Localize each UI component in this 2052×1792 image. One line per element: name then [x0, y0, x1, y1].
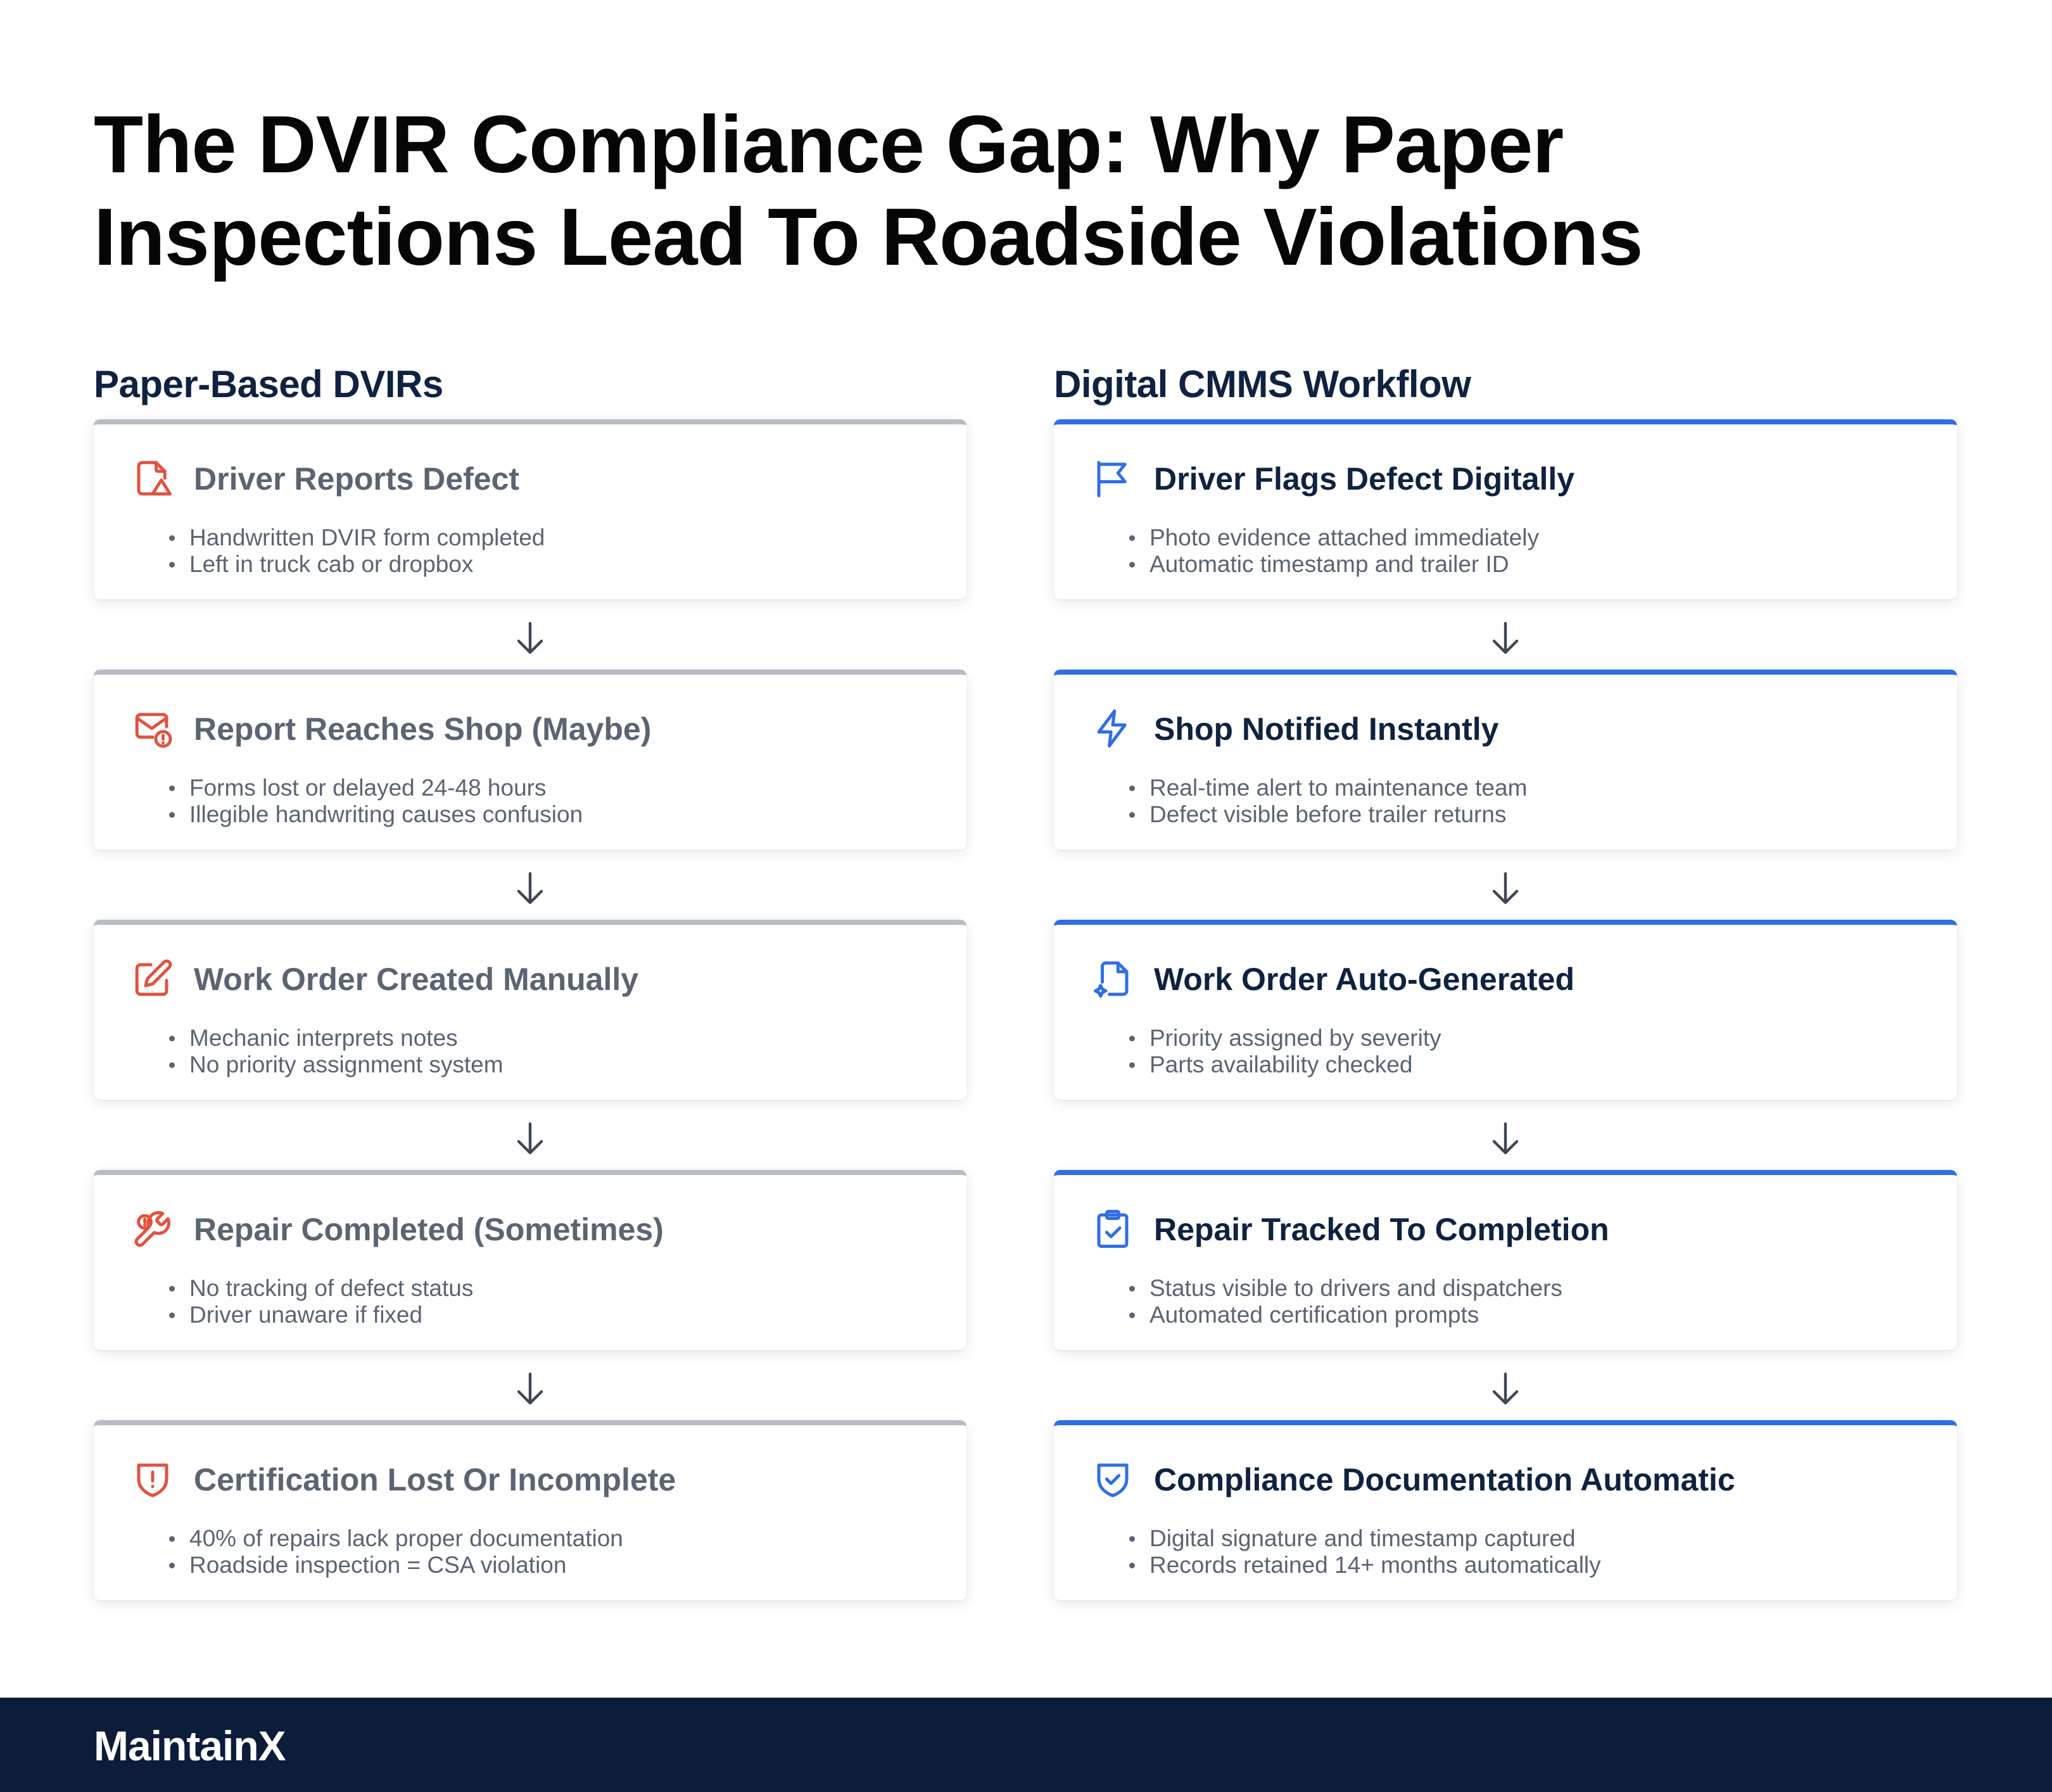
paper-step-card: Repair Completed (Sometimes) No tracking…	[94, 1170, 966, 1350]
title-line-1: The DVIR Compliance Gap: Why Paper	[94, 99, 1564, 190]
step-bullets: Digital signature and timestamp captured…	[1127, 1525, 1601, 1579]
title-line-2: Inspections Lead To Roadside Violations	[94, 192, 1644, 283]
bullet: Automated certification prompts	[1127, 1302, 1562, 1328]
bullet: Roadside inspection = CSA violation	[167, 1552, 623, 1579]
digital-column-heading: Digital CMMS Workflow	[1054, 363, 1471, 405]
bullet: Digital signature and timestamp captured	[1127, 1525, 1601, 1552]
step-title: Repair Tracked To Completion	[1154, 1212, 1609, 1247]
step-title: Work Order Created Manually	[194, 962, 639, 997]
footer-bar: MaintainX	[0, 1698, 2052, 1792]
page-title: The DVIR Compliance Gap: Why Paper Inspe…	[94, 99, 1930, 284]
step-title: Report Reaches Shop (Maybe)	[194, 711, 652, 747]
maintainx-logo: MaintainX	[94, 1722, 286, 1769]
wrench-alert-icon	[132, 1208, 174, 1250]
digital-step-card: Repair Tracked To Completion Status visi…	[1054, 1170, 1957, 1350]
paper-step-card: Certification Lost Or Incomplete 40% of …	[94, 1420, 966, 1600]
paper-step-card: Work Order Created Manually Mechanic int…	[94, 920, 966, 1100]
bullet: Forms lost or delayed 24-48 hours	[167, 775, 583, 801]
bullet: Driver unaware if fixed	[167, 1302, 473, 1328]
arrow-down-icon	[1490, 1120, 1521, 1158]
digital-step-card: Compliance Documentation Automatic Digit…	[1054, 1420, 1957, 1600]
step-bullets: Photo evidence attached immediately Auto…	[1127, 524, 1539, 578]
bullet: Status visible to drivers and dispatcher…	[1127, 1275, 1562, 1302]
arrow-down-icon	[515, 1120, 545, 1158]
step-title: Shop Notified Instantly	[1154, 711, 1499, 747]
clipboard-check-icon	[1092, 1208, 1134, 1250]
step-bullets: Mechanic interprets notes No priority as…	[167, 1025, 504, 1078]
arrow-down-icon	[1490, 620, 1521, 658]
digital-step-card: Shop Notified Instantly Real-time alert …	[1054, 670, 1957, 849]
step-title: Certification Lost Or Incomplete	[194, 1462, 676, 1497]
bullet: No tracking of defect status	[167, 1275, 473, 1302]
arrow-down-icon	[1490, 1370, 1521, 1408]
bullet: Real-time alert to maintenance team	[1127, 775, 1527, 801]
bullet: Illegible handwriting causes confusion	[167, 801, 583, 828]
step-bullets: Real-time alert to maintenance team Defe…	[1127, 775, 1527, 828]
step-title: Work Order Auto-Generated	[1154, 962, 1574, 997]
bullet: Parts availability checked	[1127, 1052, 1441, 1078]
bullet: Defect visible before trailer returns	[1127, 801, 1527, 828]
step-bullets: No tracking of defect status Driver unaw…	[167, 1275, 473, 1328]
document-warning-icon	[132, 457, 174, 499]
step-title: Driver Flags Defect Digitally	[1154, 461, 1575, 497]
step-bullets: 40% of repairs lack proper documentation…	[167, 1525, 623, 1579]
paper-step-card: Driver Reports Defect Handwritten DVIR f…	[94, 419, 966, 599]
mail-alert-icon	[132, 708, 174, 749]
shield-check-icon	[1092, 1458, 1134, 1500]
arrow-down-icon	[1490, 870, 1521, 908]
bullet: Handwritten DVIR form completed	[167, 524, 545, 551]
step-bullets: Priority assigned by severity Parts avai…	[1127, 1025, 1441, 1078]
shield-alert-icon	[132, 1458, 174, 1500]
arrow-down-icon	[515, 620, 545, 658]
paper-column-heading: Paper-Based DVIRs	[94, 363, 443, 405]
bullet: Left in truck cab or dropbox	[167, 551, 545, 578]
arrow-down-icon	[515, 870, 545, 908]
digital-step-card: Work Order Auto-Generated Priority assig…	[1054, 920, 1957, 1100]
edit-form-icon	[132, 958, 174, 1000]
step-title: Compliance Documentation Automatic	[1154, 1462, 1735, 1497]
digital-step-card: Driver Flags Defect Digitally Photo evid…	[1054, 419, 1957, 599]
bullet: Mechanic interprets notes	[167, 1025, 504, 1052]
arrow-down-icon	[515, 1370, 545, 1408]
step-bullets: Status visible to drivers and dispatcher…	[1127, 1275, 1562, 1328]
bullet: Automatic timestamp and trailer ID	[1127, 551, 1539, 578]
bullet: 40% of repairs lack proper documentation	[167, 1525, 623, 1552]
bullet: Records retained 14+ months automaticall…	[1127, 1552, 1601, 1579]
paper-step-card: Report Reaches Shop (Maybe) Forms lost o…	[94, 670, 966, 849]
bullet: No priority assignment system	[167, 1052, 504, 1078]
step-title: Repair Completed (Sometimes)	[194, 1212, 664, 1247]
lightning-icon	[1092, 708, 1134, 749]
bullet: Photo evidence attached immediately	[1127, 524, 1539, 551]
step-bullets: Forms lost or delayed 24-48 hours Illegi…	[167, 775, 583, 828]
step-bullets: Handwritten DVIR form completed Left in …	[167, 524, 545, 578]
bullet: Priority assigned by severity	[1127, 1025, 1441, 1052]
flag-icon	[1092, 457, 1134, 499]
document-sparkle-icon	[1092, 958, 1134, 1000]
step-title: Driver Reports Defect	[194, 461, 520, 497]
